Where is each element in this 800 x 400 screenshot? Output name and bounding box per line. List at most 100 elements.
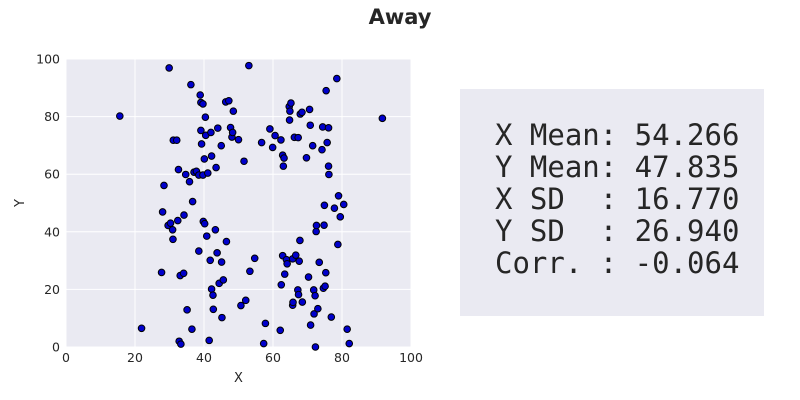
data-point <box>324 124 333 132</box>
data-point <box>201 113 210 121</box>
data-point <box>222 237 231 246</box>
data-point <box>188 325 196 333</box>
data-point <box>212 163 220 172</box>
y-tick-label: 80 <box>44 109 60 124</box>
data-point <box>165 64 173 72</box>
plot-background <box>66 59 411 347</box>
y-tick-label: 40 <box>44 224 60 239</box>
data-point <box>237 301 245 310</box>
data-point <box>225 96 233 105</box>
data-point <box>234 135 243 144</box>
x-axis-label: X <box>234 371 243 386</box>
data-point <box>183 306 191 314</box>
data-point <box>168 225 177 234</box>
data-point <box>245 61 253 70</box>
data-point <box>311 291 319 300</box>
data-point <box>209 305 218 314</box>
data-point <box>271 131 279 140</box>
stat-correlation: Corr. : -0.064 <box>495 246 740 280</box>
data-point <box>277 280 286 289</box>
data-point <box>305 105 314 114</box>
data-point <box>185 177 194 186</box>
data-point <box>339 200 348 209</box>
y-axis-ticks: 0 20 40 60 80 100 <box>36 52 60 355</box>
data-point <box>277 136 285 144</box>
data-point <box>294 290 303 299</box>
data-point <box>285 116 294 124</box>
data-point <box>320 201 329 210</box>
data-point <box>298 298 307 306</box>
data-point <box>266 125 274 133</box>
data-point <box>330 204 339 212</box>
data-point <box>280 154 288 162</box>
data-point <box>295 257 304 265</box>
data-point <box>202 232 211 240</box>
y-tick-label: 20 <box>44 282 60 297</box>
y-tick-label: 60 <box>44 167 60 182</box>
data-point <box>298 108 306 117</box>
x-tick-label: 20 <box>127 350 143 365</box>
data-point <box>172 136 181 145</box>
data-point <box>213 249 221 257</box>
data-point <box>306 121 315 130</box>
data-point <box>312 221 321 230</box>
data-point <box>206 256 215 265</box>
stat-y-sd: Y SD : 26.940 <box>495 214 740 248</box>
data-point <box>291 251 300 259</box>
data-point <box>217 141 226 150</box>
data-point <box>259 339 268 348</box>
data-point <box>343 325 351 333</box>
data-point <box>197 140 206 148</box>
data-point <box>289 298 297 307</box>
data-point <box>207 128 215 137</box>
data-point <box>323 138 331 147</box>
data-point <box>157 268 166 277</box>
data-point <box>378 114 387 123</box>
data-point <box>166 219 175 227</box>
data-point <box>318 145 326 154</box>
stat-y-mean: Y Mean: 47.835 <box>495 150 740 184</box>
data-point <box>287 99 295 107</box>
data-point <box>321 268 330 277</box>
data-point <box>207 152 216 160</box>
data-point <box>241 296 250 305</box>
data-point <box>310 310 318 318</box>
data-point <box>181 170 190 179</box>
data-point <box>188 197 197 206</box>
data-point <box>314 304 322 313</box>
data-point <box>336 213 345 221</box>
data-point <box>321 282 329 291</box>
data-point <box>179 269 188 278</box>
data-point <box>315 258 324 267</box>
data-point <box>137 324 146 333</box>
data-point <box>218 313 226 322</box>
data-point <box>280 270 289 278</box>
data-point <box>333 74 341 83</box>
data-point <box>294 133 302 142</box>
data-point <box>261 319 270 328</box>
data-point <box>240 157 248 166</box>
data-point <box>302 153 311 162</box>
data-point <box>296 236 304 245</box>
data-point <box>276 326 285 335</box>
stat-x-sd: X SD : 16.770 <box>495 182 740 216</box>
data-point <box>257 138 266 147</box>
x-tick-label: 40 <box>196 350 212 365</box>
grid <box>65 58 412 348</box>
data-point <box>205 336 213 345</box>
data-point <box>345 339 354 348</box>
data-point <box>207 285 216 293</box>
data-point <box>195 247 203 255</box>
data-point <box>177 340 185 348</box>
chart-title: Away <box>368 5 432 29</box>
data-point <box>196 91 205 99</box>
data-point <box>219 276 228 284</box>
data-point <box>268 143 277 152</box>
data-point <box>173 216 182 225</box>
x-tick-label: 60 <box>265 350 281 365</box>
summary-statistics-panel: X Mean: 54.266 Y Mean: 47.835 X SD : 16.… <box>460 89 764 316</box>
data-point <box>187 80 195 89</box>
data-point <box>283 259 291 268</box>
data-point <box>279 162 288 170</box>
data-point <box>325 170 333 179</box>
